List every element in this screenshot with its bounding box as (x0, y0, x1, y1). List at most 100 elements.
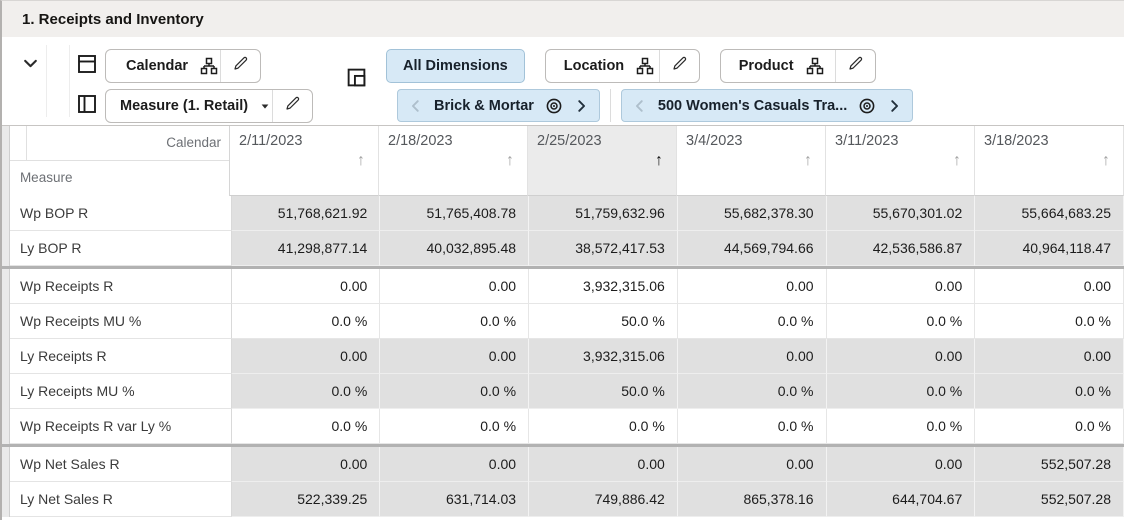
sort-ascending-icon[interactable]: ↑ (953, 152, 961, 169)
grid-cell[interactable]: 552,507.28 (975, 447, 1124, 482)
grid-cell[interactable]: 644,704.67 (826, 482, 976, 517)
sort-ascending-icon[interactable]: ↑ (655, 152, 663, 169)
edit-row-axis-button[interactable] (220, 50, 260, 82)
col-axis-dimension-button[interactable]: Measure (1. Retail) (105, 89, 313, 123)
edit-col-axis-button[interactable] (272, 90, 312, 122)
grid-cell[interactable]: 522,339.25 (231, 482, 381, 517)
grid-cell[interactable]: 0.00 (677, 339, 827, 374)
grid-cell[interactable]: 0.00 (380, 447, 530, 482)
grid-cell[interactable]: 0.00 (975, 269, 1124, 304)
column-header[interactable]: 3/4/2023 ↑ (677, 126, 826, 196)
column-header[interactable]: 3/11/2023 ↑ (826, 126, 975, 196)
column-header[interactable]: 2/18/2023 ↑ (379, 126, 528, 196)
grid-cell[interactable]: 0.0 % (975, 304, 1124, 339)
grid-cell[interactable]: 0.0 % (231, 304, 381, 339)
row-header-measure[interactable]: Wp BOP R (9, 196, 232, 231)
grid-cell[interactable]: 42,536,586.87 (826, 231, 976, 266)
grid-cell[interactable]: 0.0 % (826, 409, 976, 444)
grid-cell[interactable]: 0.0 % (380, 409, 530, 444)
grid-cell[interactable]: 0.00 (231, 339, 381, 374)
grid-cell[interactable]: 552,507.28 (975, 482, 1124, 517)
grid-cell[interactable]: 0.00 (975, 339, 1124, 374)
grid-cell[interactable]: 44,569,794.66 (677, 231, 827, 266)
column-header[interactable]: 2/25/2023 ↑ (528, 126, 677, 196)
grid-cell[interactable]: 55,682,378.30 (677, 196, 827, 231)
grid-cell[interactable]: 0.0 % (231, 374, 381, 409)
row-axis-dimension-button[interactable]: Calendar (105, 49, 261, 83)
pivot-toolbar: Calendar Measure (1. Retail) (2, 37, 1124, 125)
grid-cell[interactable]: 0.00 (677, 269, 827, 304)
row-header-measure[interactable]: Ly Receipts R (9, 339, 232, 374)
grid-cell[interactable]: 0.00 (380, 339, 530, 374)
grid-cell[interactable]: 50.0 % (529, 304, 678, 339)
collapse-toolbar-button[interactable] (13, 49, 47, 83)
sort-ascending-icon[interactable]: ↑ (804, 152, 812, 169)
grid-cell[interactable]: 3,932,315.06 (529, 269, 678, 304)
grid-cell[interactable]: 40,032,895.48 (380, 231, 530, 266)
dimension-button-all-dimensions[interactable]: All Dimensions (386, 49, 525, 83)
grid-cell[interactable]: 0.00 (826, 447, 976, 482)
grid-cell[interactable]: 0.0 % (380, 374, 530, 409)
dimension-button-location[interactable]: Location (544, 49, 700, 83)
grid-cell[interactable]: 0.0 % (677, 409, 827, 444)
page-axis-layout-button[interactable] (339, 63, 373, 97)
row-header-measure[interactable]: Ly BOP R (9, 231, 232, 266)
grid-cell[interactable]: 0.0 % (975, 374, 1124, 409)
target-scope-button[interactable] (545, 97, 563, 115)
target-scope-button[interactable] (858, 97, 876, 115)
row-header-measure[interactable]: Wp Receipts R var Ly % (9, 409, 232, 444)
grid-cell[interactable]: 51,759,632.96 (529, 196, 678, 231)
grid-cell[interactable]: 0.00 (231, 269, 381, 304)
row-header-measure[interactable]: Wp Receipts MU % (9, 304, 232, 339)
grid-cell[interactable]: 0.0 % (677, 374, 827, 409)
row-header-measure[interactable]: Wp Receipts R (9, 269, 232, 304)
grid-cell[interactable]: 41,298,877.14 (231, 231, 381, 266)
grid-cell[interactable]: 3,932,315.06 (529, 339, 678, 374)
sort-ascending-icon[interactable]: ↑ (357, 152, 365, 169)
page-edge-tiles: Brick & Mortar 500 Women's Casuals Tra... (397, 89, 914, 122)
grid-cell[interactable]: 55,670,301.02 (826, 196, 976, 231)
grid-cell[interactable]: 51,768,621.92 (231, 196, 381, 231)
grid-cell[interactable]: 749,886.42 (529, 482, 678, 517)
row-header-measure[interactable]: Ly Receipts MU % (9, 374, 232, 409)
page-tile[interactable]: 500 Women's Casuals Tra... (620, 89, 914, 122)
grid-cell[interactable]: 631,714.03 (380, 482, 530, 517)
grid-cell[interactable]: 55,664,683.25 (975, 196, 1124, 231)
grid-cell[interactable]: 0.0 % (529, 409, 678, 444)
column-header[interactable]: 2/11/2023 ↑ (230, 126, 379, 196)
grid-cell[interactable]: 0.0 % (231, 409, 381, 444)
grid-cell[interactable]: 0.0 % (975, 409, 1124, 444)
grid-cell[interactable]: 0.00 (826, 269, 976, 304)
grid-cell[interactable]: 40,964,118.47 (975, 231, 1124, 266)
toolbar-divider (46, 45, 47, 117)
row-axis-layout-button[interactable] (70, 49, 104, 83)
edit-dimension-button[interactable] (658, 50, 699, 82)
page-tile[interactable]: Brick & Mortar (397, 89, 600, 122)
grid-cell[interactable]: 0.00 (826, 339, 976, 374)
grid-cell[interactable]: 0.0 % (826, 374, 976, 409)
next-member-button[interactable] (887, 99, 901, 113)
grid-cell[interactable]: 0.00 (380, 269, 530, 304)
row-header-measure[interactable]: Wp Net Sales R (9, 447, 232, 482)
sort-ascending-icon[interactable]: ↑ (506, 152, 514, 169)
grid-cell[interactable]: 50.0 % (529, 374, 678, 409)
previous-member-button[interactable] (409, 99, 423, 113)
grid-cell[interactable]: 0.00 (231, 447, 381, 482)
next-member-button[interactable] (574, 99, 588, 113)
grid-cell[interactable]: 865,378.16 (677, 482, 827, 517)
edit-dimension-button[interactable] (834, 50, 875, 82)
col-axis-layout-button[interactable] (70, 89, 104, 123)
grid-cell[interactable]: 0.0 % (380, 304, 530, 339)
grid-cell[interactable]: 38,572,417.53 (529, 231, 678, 266)
previous-member-button[interactable] (633, 99, 647, 113)
grid-cell[interactable]: 0.0 % (826, 304, 976, 339)
grid-cell[interactable]: 0.00 (529, 447, 678, 482)
row-header-measure[interactable]: Ly Net Sales R (9, 482, 232, 517)
sort-ascending-icon[interactable]: ↑ (1102, 152, 1110, 169)
grid-cell[interactable]: 0.0 % (677, 304, 827, 339)
dimension-button-product[interactable]: Product (719, 49, 876, 83)
hierarchy-icon (636, 57, 654, 75)
column-header[interactable]: 3/18/2023 ↑ (975, 126, 1124, 196)
grid-cell[interactable]: 0.00 (677, 447, 827, 482)
grid-cell[interactable]: 51,765,408.78 (380, 196, 530, 231)
